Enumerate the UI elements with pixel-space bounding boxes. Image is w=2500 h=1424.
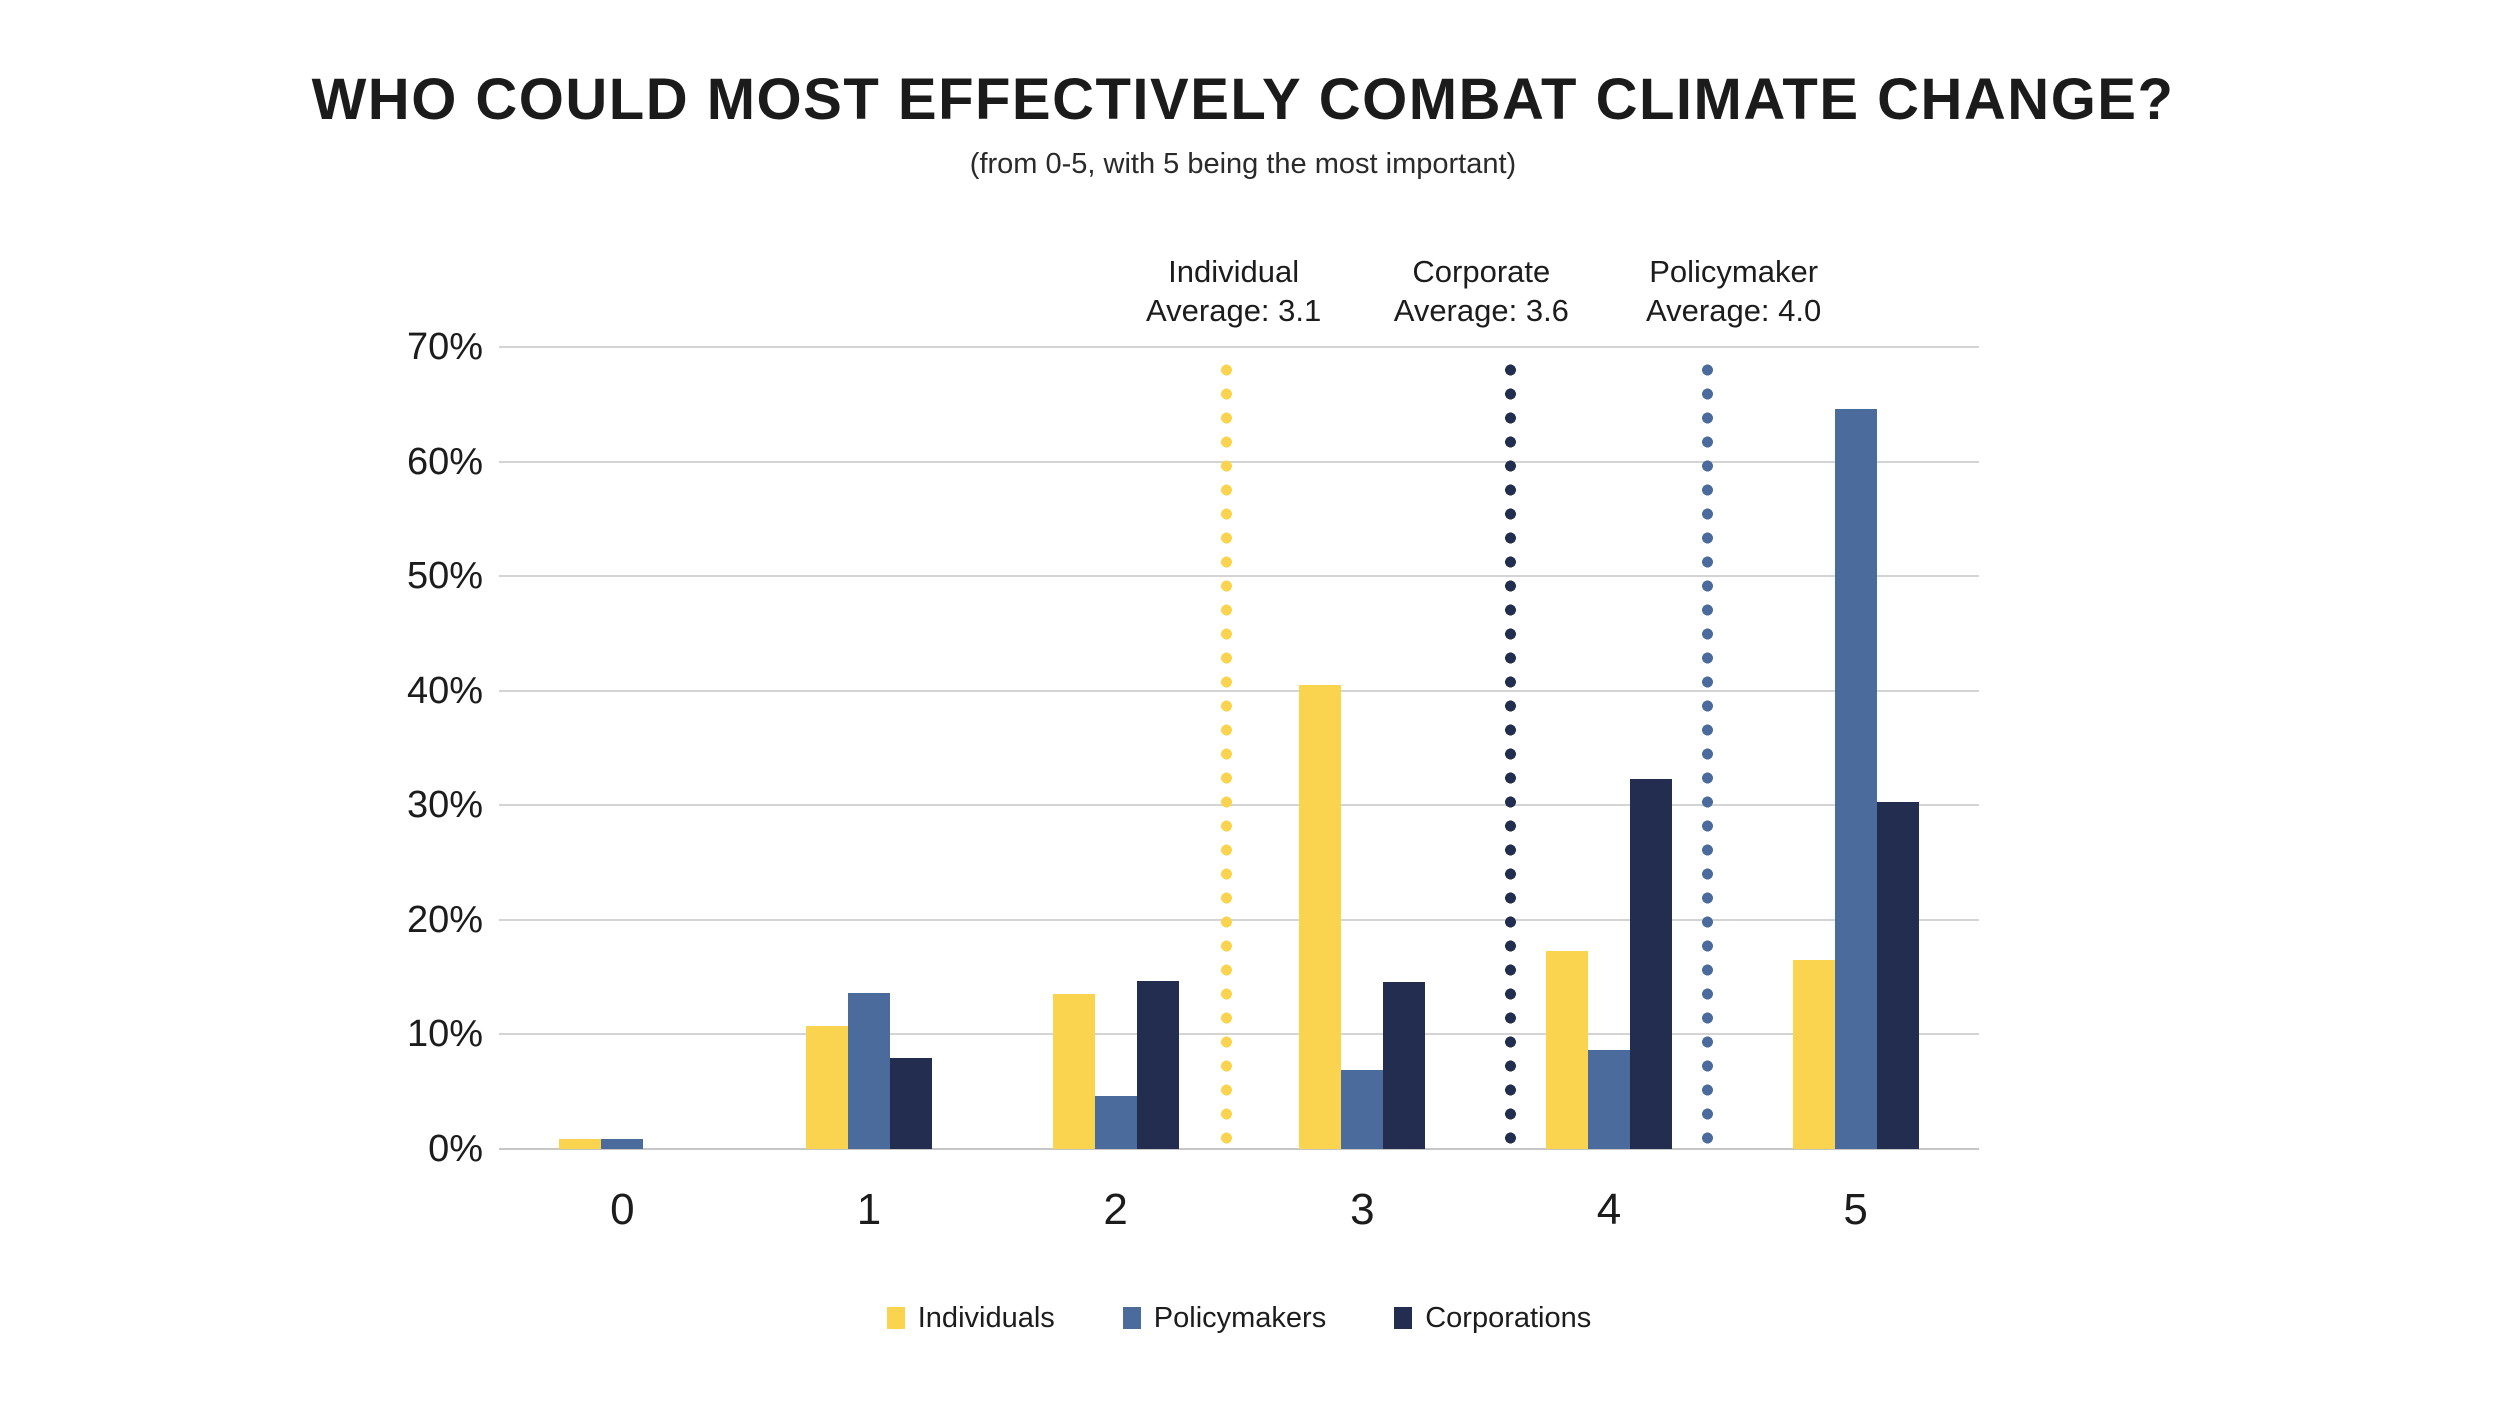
average-reference-line-individual [1221, 358, 1233, 1148]
bar-corporations-cat5 [1876, 801, 1919, 1149]
y-axis-tick-label: 50% [406, 555, 483, 598]
bar-corporations-cat2 [1136, 980, 1179, 1149]
bar-policymakers-cat3 [1341, 1069, 1384, 1149]
bar-individuals-cat5 [1792, 959, 1835, 1149]
legend-item-corporations: Corporations [1394, 1302, 1591, 1335]
bar-policymakers-cat4 [1588, 1050, 1630, 1149]
legend-item-individuals: Individuals [886, 1301, 1055, 1335]
legend-label: Corporations [1425, 1301, 1592, 1334]
average-label-line2: Average: 4.0 [1646, 293, 1822, 328]
bar-individuals-cat1 [806, 1026, 848, 1149]
chart-title: WHO COULD MOST EFFECTIVELY COMBAT CLIMAT… [311, 67, 2175, 132]
bar-individuals-cat4 [1546, 950, 1588, 1149]
x-axis-tick-label: 5 [1843, 1185, 1868, 1234]
y-axis-tick-label: 30% [406, 784, 483, 827]
legend-label: Policymakers [1153, 1301, 1327, 1334]
average-label-line1: Corporate [1412, 254, 1551, 289]
legend-label: Individuals [917, 1301, 1055, 1334]
bar-corporations-cat3 [1383, 981, 1426, 1149]
y-axis-tick-label: 10% [406, 1013, 483, 1056]
x-axis-tick-label: 2 [1103, 1185, 1128, 1234]
chart-legend: Individuals Policymakers Corporations [499, 1300, 1979, 1336]
x-axis-tick-label: 0 [610, 1185, 635, 1234]
average-label-policymaker: Policymaker Average: 4.0 [1524, 252, 1944, 330]
y-axis-tick-label: 60% [406, 440, 483, 483]
legend-item-policymakers: Policymakers [1122, 1301, 1327, 1335]
bar-corporations-cat1 [890, 1058, 932, 1149]
legend-swatch-icon [1122, 1307, 1141, 1329]
bar-individuals-cat0 [559, 1138, 602, 1149]
x-axis-tick-label: 3 [1350, 1185, 1375, 1234]
gridline [499, 689, 1979, 692]
bar-policymakers-cat0 [601, 1138, 644, 1149]
gridline [499, 918, 1979, 921]
y-axis-tick-label: 20% [406, 898, 483, 941]
legend-swatch-icon [886, 1307, 905, 1329]
average-label-line2: Average: 3.6 [1393, 293, 1569, 328]
bar-policymakers-cat2 [1094, 1096, 1137, 1149]
average-label-individual: Individual Average: 3.1 [1024, 252, 1444, 330]
average-label-line2: Average: 3.1 [1146, 293, 1322, 328]
gridline [499, 1033, 1979, 1036]
y-axis-tick-label: 70% [406, 326, 483, 368]
legend-swatch-icon [1394, 1307, 1413, 1329]
chart-subtitle: (from 0-5, with 5 being the most importa… [969, 148, 1517, 180]
average-label-corporate: Corporate Average: 3.6 [1271, 252, 1691, 330]
average-reference-line-policymaker [1702, 358, 1714, 1148]
average-label-line1: Policymaker [1649, 254, 1819, 289]
x-axis-tick-label: 1 [856, 1185, 882, 1234]
bar-corporations-cat4 [1630, 778, 1672, 1149]
y-axis-tick-label: 0% [428, 1128, 483, 1170]
gridline [499, 460, 1979, 463]
x-axis-line [499, 1148, 1979, 1150]
bar-policymakers-cat5 [1834, 408, 1877, 1149]
average-label-line1: Individual [1168, 254, 1300, 289]
gridline [499, 575, 1979, 578]
bar-individuals-cat2 [1052, 994, 1095, 1149]
bar-individuals-cat3 [1299, 684, 1342, 1149]
y-axis-tick-label: 40% [406, 669, 483, 712]
bar-policymakers-cat1 [848, 993, 890, 1149]
average-reference-line-corporate [1504, 358, 1516, 1148]
x-axis-tick-label: 4 [1596, 1185, 1622, 1234]
gridline [499, 804, 1979, 807]
gridline [499, 346, 1979, 348]
